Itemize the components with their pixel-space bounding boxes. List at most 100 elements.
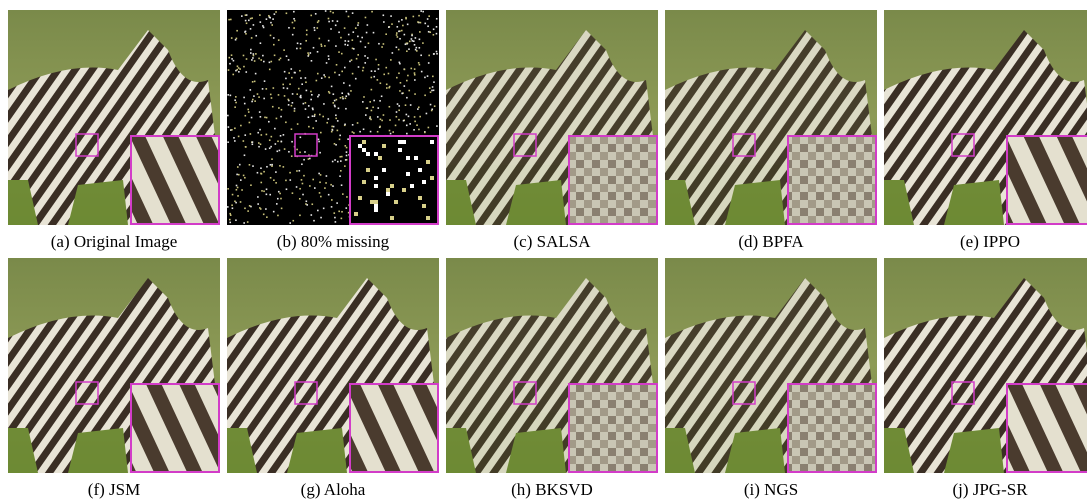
pixel	[240, 125, 242, 127]
pixel	[245, 31, 247, 33]
pixel	[234, 99, 236, 101]
pixel	[243, 175, 245, 177]
pixel	[270, 22, 272, 24]
pixel	[390, 133, 392, 135]
pixel	[416, 47, 418, 49]
pixel	[391, 23, 393, 25]
pixel	[263, 214, 265, 216]
pixel	[332, 161, 334, 163]
pixel	[284, 148, 286, 150]
pixel	[260, 182, 262, 184]
caption: (g) Aloha	[301, 480, 366, 499]
pixel	[296, 93, 298, 95]
pixel	[436, 18, 438, 20]
pixel	[397, 36, 399, 38]
pixel	[398, 21, 400, 23]
pixel	[254, 60, 256, 62]
pixel	[310, 52, 312, 54]
pixel	[303, 175, 305, 177]
panel: (e) IPPO	[884, 10, 1087, 251]
zoom-inset	[788, 136, 876, 224]
pixel	[312, 115, 314, 117]
pixel	[307, 52, 309, 54]
pixel	[308, 126, 310, 128]
pixel	[402, 25, 404, 27]
pixel	[327, 118, 329, 120]
inset-pixel	[374, 184, 378, 188]
pixel	[344, 67, 346, 69]
pixel	[231, 54, 233, 56]
pixel	[229, 219, 231, 221]
pixel	[282, 84, 284, 86]
pixel	[319, 114, 321, 116]
pixel	[260, 42, 262, 44]
pixel	[273, 87, 275, 89]
pixel	[436, 26, 438, 28]
pixel	[299, 170, 301, 172]
pixel	[278, 191, 280, 193]
zoom-inset	[569, 136, 657, 224]
pixel	[285, 180, 287, 182]
pixel	[320, 174, 322, 176]
pixel	[253, 55, 255, 57]
pixel	[241, 189, 243, 191]
pixel	[433, 34, 435, 36]
pixel	[347, 138, 349, 140]
pixel	[429, 87, 431, 89]
pixel	[299, 70, 301, 72]
pixel	[406, 50, 408, 52]
pixel	[389, 130, 391, 132]
pixel	[431, 108, 433, 110]
pixel	[311, 203, 313, 205]
pixel	[237, 166, 239, 168]
pixel	[266, 18, 268, 20]
pixel	[363, 128, 365, 130]
pixel	[243, 140, 245, 142]
pixel	[417, 21, 419, 23]
pixel	[424, 132, 426, 134]
pixel	[232, 194, 234, 196]
pixel	[328, 18, 330, 20]
pixel	[358, 22, 360, 24]
pixel	[419, 47, 421, 49]
pixel	[236, 185, 238, 187]
pixel	[336, 202, 338, 204]
panel: (j) JPG-SR	[884, 258, 1087, 499]
inset-pixel	[374, 204, 378, 208]
pixel	[303, 159, 305, 161]
inset-pixel	[398, 148, 402, 152]
figure: (a) Original Image(b) 80% missing(c) SAL…	[0, 0, 1087, 499]
pixel	[414, 72, 416, 74]
pixel	[372, 106, 374, 108]
pixel	[260, 21, 262, 23]
pixel	[396, 116, 398, 118]
pixel	[306, 204, 308, 206]
pixel	[328, 21, 330, 23]
pixel	[367, 24, 369, 26]
pixel	[290, 68, 292, 70]
pixel	[324, 187, 326, 189]
pixel	[432, 86, 434, 88]
pixel	[383, 14, 385, 16]
pixel	[328, 40, 330, 42]
pixel	[306, 34, 308, 36]
pixel	[334, 143, 336, 145]
pixel	[392, 52, 394, 54]
pixel	[337, 120, 339, 122]
pixel	[419, 116, 421, 118]
pixel	[414, 44, 416, 46]
pixel	[430, 104, 432, 106]
pixel	[275, 143, 277, 145]
pixel	[363, 96, 365, 98]
pixel	[305, 81, 307, 83]
panel: (f) JSM	[8, 258, 220, 499]
pixel	[278, 59, 280, 61]
panel: (d) BPFA	[665, 10, 877, 251]
pixel	[335, 24, 337, 26]
pixel	[388, 73, 390, 75]
inset-pixel	[394, 200, 398, 204]
pixel	[314, 187, 316, 189]
pixel	[232, 207, 234, 209]
pixel	[378, 43, 380, 45]
pixel	[271, 158, 273, 160]
